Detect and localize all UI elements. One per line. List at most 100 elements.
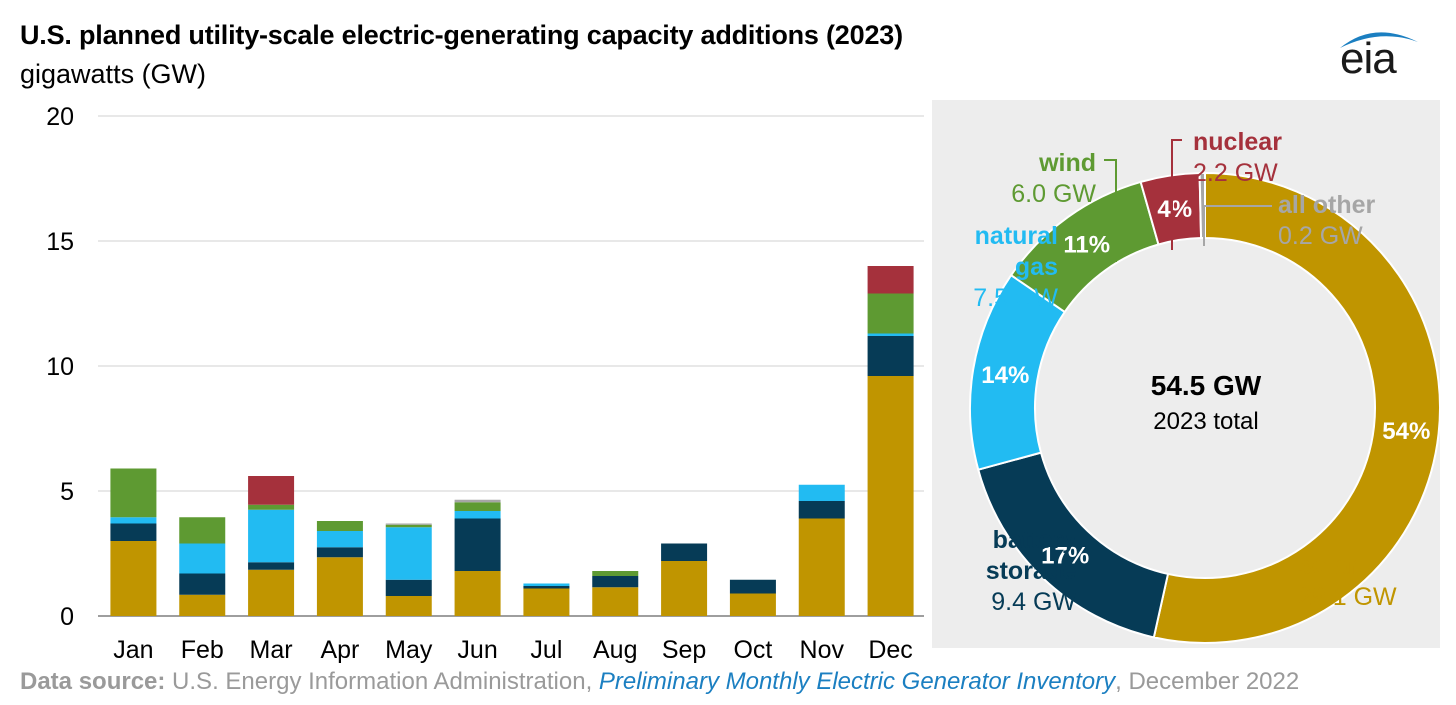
bar-segment-wind-dec	[867, 293, 914, 334]
legend-solar-name: solar	[1298, 552, 1358, 580]
donut-pct-label: 54%	[1382, 418, 1430, 445]
x-tick-label: Feb	[181, 636, 224, 664]
donut-pct-label: 4%	[1157, 196, 1192, 223]
donut-chart: 54% 17% 14% 11% 4%	[969, 171, 1440, 644]
bar-segment-natural_gas-apr	[316, 531, 363, 548]
bar-segment-solar-feb	[179, 594, 226, 616]
y-tick-label: 20	[46, 103, 74, 131]
x-tick-label: Jan	[113, 636, 153, 664]
legend-solar: solar 29.1 GW	[1298, 551, 1397, 613]
legend-battery-name-line2: storage	[985, 557, 1076, 585]
bar-segment-solar-may	[385, 596, 432, 616]
y-tick-label: 0	[60, 603, 74, 631]
eia-logo-swoosh-icon	[1340, 32, 1418, 48]
donut-pct-label: 14%	[981, 362, 1029, 389]
bar-segment-wind-may	[385, 524, 432, 528]
legend-all-other: all other 0.2 GW	[1278, 190, 1375, 252]
eia-logo: eia	[1340, 34, 1397, 83]
bar-segment-battery-dec	[867, 336, 914, 376]
chart-title: U.S. planned utility-scale electric-gene…	[20, 20, 903, 50]
x-tick-label: Jul	[530, 636, 562, 664]
y-tick-label: 10	[46, 353, 74, 381]
bar-segment-battery-nov	[798, 501, 845, 519]
legend-nuclear-value: 2.2 GW	[1193, 159, 1278, 187]
legend-natural-gas: natural gas 7.5 GW	[958, 221, 1058, 314]
legend-gas-name-line1: natural	[974, 222, 1058, 250]
legend-nuclear: nuclear 2.2 GW	[1193, 127, 1282, 189]
bar-segment-nuclear-mar	[248, 476, 295, 505]
bar-segment-solar-nov	[798, 518, 845, 616]
bar-segment-wind-jan	[110, 468, 157, 518]
bar-segment-wind-aug	[592, 571, 639, 576]
bar-segment-battery-apr	[316, 547, 363, 558]
x-tick-label: Mar	[250, 636, 293, 664]
chart-subtitle: gigawatts (GW)	[20, 59, 207, 89]
legend-all-other-name: all other	[1278, 191, 1376, 219]
bar-segment-battery-aug	[592, 576, 639, 588]
donut-total-label: 2023 total	[1153, 408, 1259, 435]
donut-pct-label: 11%	[1063, 232, 1110, 259]
bar-segment-battery-jul	[523, 586, 570, 589]
bar-segment-battery-jan	[110, 523, 157, 541]
y-tick-label: 15	[46, 228, 74, 256]
bar-segment-all_other-may	[385, 523, 432, 525]
bar-segment-natural_gas-mar	[248, 509, 295, 563]
bar-segment-wind-jun	[454, 502, 501, 511]
legend-gas-name-line2: gas	[1014, 253, 1058, 281]
bar-segment-nuclear-dec	[867, 266, 914, 294]
bar-segment-wind-apr	[316, 521, 363, 531]
bar-segment-solar-mar	[248, 569, 295, 616]
donut-panel: 54% 17% 14% 11% 4%	[932, 100, 1440, 648]
x-tick-label: Sep	[662, 636, 706, 664]
x-tick-label: Apr	[320, 636, 359, 664]
bar-segment-solar-jan	[110, 541, 157, 616]
bar-segment-battery-may	[385, 579, 432, 596]
legend-battery-value: 9.4 GW	[991, 588, 1076, 616]
stacked-bar-chart: 0 5 10 15 20 Jan Feb Mar Apr May Jun Jul Aug Sep Oct No…	[46, 103, 924, 664]
bar-segment-solar-aug	[592, 587, 639, 616]
bar-segment-battery-feb	[179, 573, 226, 595]
legend-gas-value: 7.5 GW	[973, 284, 1058, 312]
x-tick-label: Oct	[733, 636, 772, 664]
bar-segment-solar-oct	[729, 593, 776, 616]
legend-wind: wind 6.0 GW	[1000, 148, 1096, 210]
x-tick-label: Aug	[593, 636, 637, 664]
bar-segment-natural_gas-jul	[523, 583, 570, 586]
bar-segment-wind-mar	[248, 504, 295, 510]
bar-segment-solar-dec	[867, 376, 914, 616]
bar-segment-natural_gas-feb	[179, 543, 226, 574]
bar-segment-all_other-jun	[454, 499, 501, 503]
bar-segment-solar-apr	[316, 557, 363, 616]
legend-wind-name: wind	[1039, 149, 1096, 177]
donut-total-value: 54.5 GW	[1150, 370, 1262, 401]
legend-all-other-value: 0.2 GW	[1278, 222, 1363, 250]
source-label: Data source:	[20, 668, 166, 695]
bar-segment-solar-sep	[661, 561, 708, 616]
bar-segment-battery-sep	[661, 543, 708, 561]
legend-battery-name-line1: battery	[992, 526, 1076, 554]
bar-segment-natural_gas-nov	[798, 484, 845, 501]
bar-segment-natural_gas-jan	[110, 517, 157, 524]
bar-segment-natural_gas-may	[385, 527, 432, 580]
bar-segment-natural_gas-dec	[867, 333, 914, 336]
x-tick-label: Jun	[457, 636, 497, 664]
x-tick-label: Dec	[868, 636, 912, 664]
x-tick-label: May	[385, 636, 433, 664]
legend-wind-value: 6.0 GW	[1011, 180, 1096, 208]
y-tick-label: 5	[60, 478, 74, 506]
bar-segment-wind-feb	[179, 517, 226, 544]
bar-segment-natural_gas-jun	[454, 511, 501, 519]
donut-pct-label: 17%	[1041, 542, 1089, 569]
source-link[interactable]: Preliminary Monthly Electric Generator I…	[598, 668, 1116, 695]
x-tick-label: Nov	[800, 636, 845, 664]
legend-nuclear-name: nuclear	[1193, 128, 1282, 156]
legend-solar-value: 29.1 GW	[1298, 583, 1397, 611]
bar-segment-battery-jun	[454, 518, 501, 571]
bar-segment-solar-jul	[523, 588, 570, 616]
bar-segment-battery-oct	[729, 579, 776, 594]
bar-segment-battery-mar	[248, 562, 295, 570]
legend-battery-storage: battery storage 9.4 GW	[966, 525, 1076, 618]
bar-segment-solar-jun	[454, 571, 501, 616]
donut-slice-solar	[1152, 171, 1440, 644]
data-source-note: Data source: U.S. Energy Information Adm…	[20, 668, 1299, 696]
